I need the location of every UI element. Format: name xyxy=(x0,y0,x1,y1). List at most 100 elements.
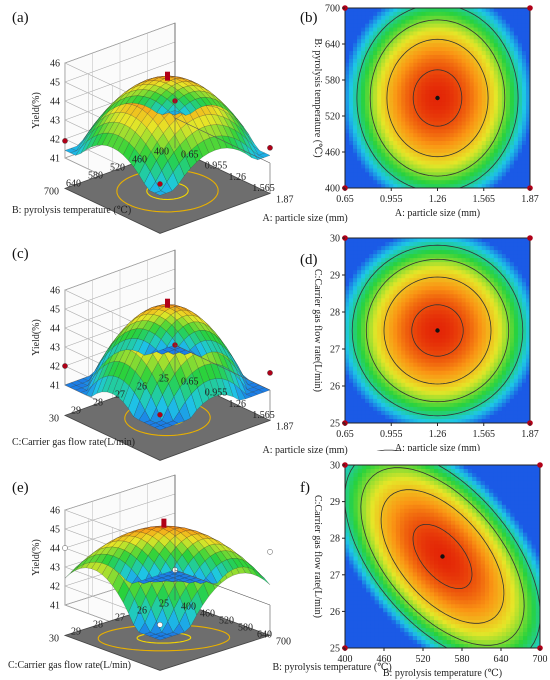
surface-panel-e: 41 42 43 44 45 46 Yield(%) 400 460 520 580 640 700 B:… xyxy=(8,474,392,673)
contour-line xyxy=(365,258,510,403)
contour-line xyxy=(412,524,473,589)
contour-line xyxy=(356,4,519,192)
z-tick-label: 42 xyxy=(50,582,60,593)
z-tick-label: 46 xyxy=(50,286,60,297)
x-tick-label: 1.565 xyxy=(473,429,496,440)
x-tick-label: 460 xyxy=(377,654,392,665)
contour-line xyxy=(351,244,524,417)
x-tick-label: 1.87 xyxy=(521,194,539,205)
y-axis-label: B: pyrolysis temperature (℃) xyxy=(312,38,323,157)
x-axis-label: A: particle size (mm) xyxy=(395,443,480,454)
design-point xyxy=(62,138,68,144)
y-tick-label: 27 xyxy=(115,612,125,623)
panel-label: (e) xyxy=(12,480,29,496)
y-tick-label: 26 xyxy=(330,382,340,393)
x-tick-label: 1.26 xyxy=(229,399,247,410)
x-tick-label: 0.955 xyxy=(205,161,228,172)
y-tick-label: 26 xyxy=(330,607,340,618)
y-tick-label: 27 xyxy=(115,389,125,400)
y-tick-label: 400 xyxy=(154,146,169,157)
z-tick-label: 45 xyxy=(50,78,60,89)
x-axis-label: B: pyrolysis temperature (℃) xyxy=(273,662,392,673)
x-tick-label: 400 xyxy=(338,654,353,665)
x-tick-label: 1.26 xyxy=(229,172,247,183)
peak-marker xyxy=(161,518,167,528)
contour-line xyxy=(360,467,525,646)
contour-line xyxy=(386,38,489,158)
design-point xyxy=(157,411,163,418)
peak-marker xyxy=(165,298,170,308)
design-point xyxy=(62,363,68,369)
y-tick-label: 25 xyxy=(159,373,169,384)
y-axis-label: C:Carrier gas flow rate(L/min) xyxy=(312,269,323,392)
y-tick-label: 700 xyxy=(325,4,340,15)
x-tick-label: 520 xyxy=(416,654,431,665)
z-axis-label: Yield(%) xyxy=(31,92,42,129)
z-tick-label: 43 xyxy=(50,116,60,127)
floor-contour xyxy=(116,169,219,213)
y-tick-label: 640 xyxy=(66,178,81,189)
y-tick-label: 26 xyxy=(137,381,147,392)
y-tick-label: 30 xyxy=(330,461,340,472)
x-tick-label: 1.565 xyxy=(252,410,275,421)
y-tick-label: 27 xyxy=(330,345,340,356)
contour-panel-f: 400 460 520 580 640 700 25 26 27 28 29 30 B: pyrolys… xyxy=(285,449,550,680)
x-tick-label: 1.565 xyxy=(473,194,496,205)
x-tick-label: 0.955 xyxy=(380,194,403,205)
y-tick-label: 520 xyxy=(325,112,340,123)
design-point xyxy=(267,548,273,555)
x-tick-label: 400 xyxy=(181,601,196,612)
box-edge xyxy=(174,569,271,606)
y-tick-label: 700 xyxy=(44,186,59,197)
x-axis-label: A: particle size (mm) xyxy=(395,208,480,219)
x-tick-label: 0.955 xyxy=(380,429,403,440)
x-tick-label: 580 xyxy=(455,654,470,665)
y-tick-label: 30 xyxy=(49,633,59,644)
y-tick-label: 520 xyxy=(110,162,125,173)
x-tick-label: 0.955 xyxy=(205,388,228,399)
z-axis-label: Yield(%) xyxy=(31,319,42,356)
design-point xyxy=(267,370,273,376)
x-axis-label: B: pyrolysis temperature (℃) xyxy=(383,668,502,679)
panel-label: (b) xyxy=(300,10,318,26)
design-point xyxy=(157,181,163,187)
panel-label: f) xyxy=(300,480,310,496)
surface-patch xyxy=(168,110,181,116)
y-tick-label: 27 xyxy=(330,570,340,581)
design-point xyxy=(157,621,163,628)
z-tick-label: 45 xyxy=(50,305,60,316)
y-axis-label: C:Carrier gas flow rate(L/min) xyxy=(8,660,131,671)
x-tick-label: 700 xyxy=(276,636,291,647)
y-tick-label: 580 xyxy=(88,170,103,181)
y-tick-label: 25 xyxy=(330,419,340,430)
y-tick-label: 29 xyxy=(71,405,81,416)
z-tick-label: 44 xyxy=(50,97,60,108)
y-tick-label: 30 xyxy=(49,413,59,424)
contour-panel-b: 0.65 0.955 1.26 1.565 1.87 400 460 520 580 640 700… xyxy=(285,0,550,234)
y-tick-label: 28 xyxy=(330,534,340,545)
y-tick-label: 29 xyxy=(71,626,81,637)
design-point xyxy=(537,462,543,468)
x-tick-label: 1.565 xyxy=(252,183,275,194)
box-edge xyxy=(174,344,271,391)
x-tick-label: 1.87 xyxy=(276,194,294,205)
z-tick-label: 43 xyxy=(50,343,60,354)
contour-line xyxy=(411,304,464,357)
z-tick-label: 44 xyxy=(50,324,60,335)
y-tick-label: 460 xyxy=(325,148,340,159)
y-axis-label: C:Carrier gas flow rate(L/min) xyxy=(312,495,323,618)
x-tick-label: 0.65 xyxy=(336,429,354,440)
z-tick-label: 42 xyxy=(50,135,60,146)
x-tick-label: 0.65 xyxy=(336,194,354,205)
center-point xyxy=(435,95,440,101)
y-tick-label: 400 xyxy=(325,184,340,195)
z-tick-label: 46 xyxy=(50,506,60,517)
y-tick-label: 29 xyxy=(330,497,340,508)
x-tick-label: 640 xyxy=(257,629,272,640)
center-point xyxy=(435,328,440,333)
z-tick-label: 42 xyxy=(50,362,60,373)
contour-line xyxy=(383,276,492,385)
